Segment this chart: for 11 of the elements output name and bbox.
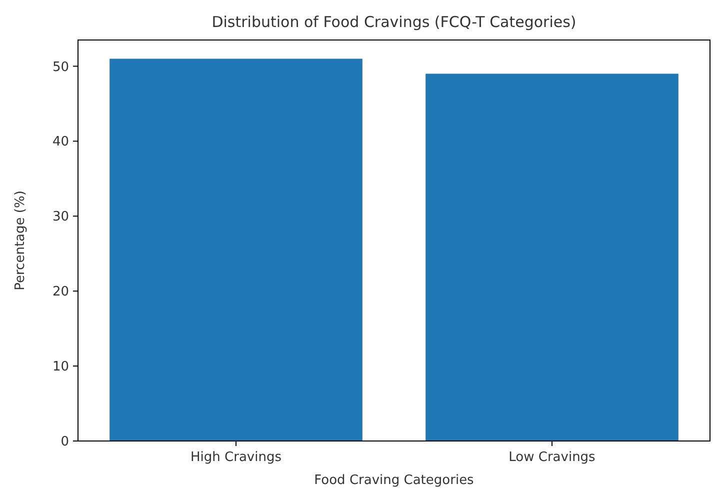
- y-tick-label: 10: [52, 360, 69, 375]
- chart-title: Distribution of Food Cravings (FCQ-T Categories): [212, 13, 576, 31]
- y-tick-label: 30: [52, 210, 69, 225]
- x-tick-label: Low Cravings: [508, 450, 596, 465]
- x-axis-title: Food Craving Categories: [314, 473, 474, 488]
- y-tick-label: 50: [52, 60, 69, 75]
- y-tick-label: 0: [60, 434, 69, 450]
- y-tick-label: 20: [52, 284, 69, 300]
- y-tick-label: 40: [52, 134, 69, 150]
- y-axis-title: Percentage (%): [13, 190, 28, 290]
- x-tick-label: High Cravings: [190, 450, 282, 465]
